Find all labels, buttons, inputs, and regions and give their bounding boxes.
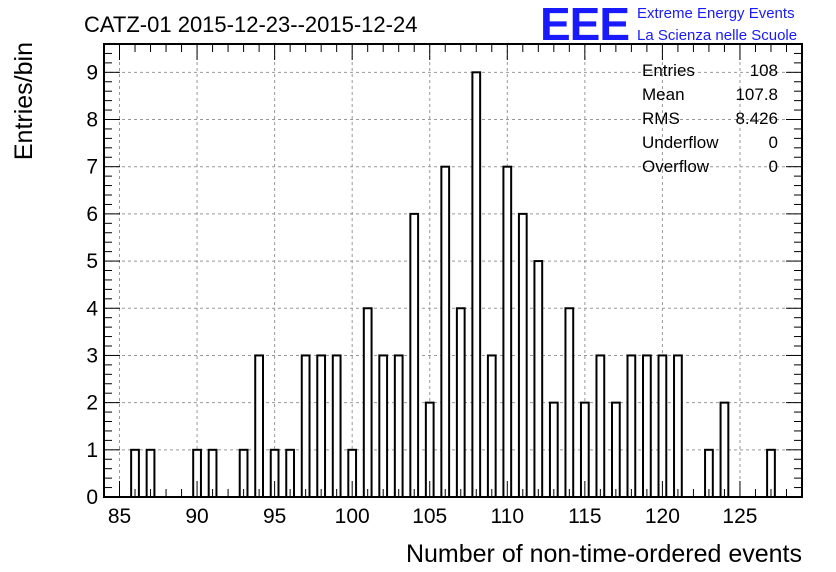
histogram-bar xyxy=(657,354,668,498)
chart-title: CATZ-01 2015-12-23--2015-12-24 xyxy=(84,12,417,37)
stats-value: 0 xyxy=(769,157,778,176)
x-tick-label: 110 xyxy=(491,505,524,528)
stats-label: Entries xyxy=(642,61,695,80)
stats-label: Underflow xyxy=(642,133,719,152)
stats-value: 0 xyxy=(769,133,778,152)
histogram-bar xyxy=(502,165,513,498)
histogram-bar xyxy=(626,354,637,498)
axes: 85 90 95 100 105 110 115 120 125 0 1 2 3 4 5 6 7 8 9 xyxy=(86,43,803,528)
stats-value: 8.426 xyxy=(735,109,778,128)
histogram-bar xyxy=(331,354,342,498)
y-tick-label: 1 xyxy=(86,439,98,462)
x-tick-label: 115 xyxy=(568,505,601,528)
histogram-bar xyxy=(440,165,451,498)
y-tick-label: 9 xyxy=(86,61,98,84)
histogram-bar xyxy=(719,401,730,498)
stats-label: Mean xyxy=(642,85,685,104)
y-tick-label: 6 xyxy=(86,203,98,226)
histogram-bar xyxy=(316,354,327,498)
logo-line-2: La Scienza nelle Scuole xyxy=(637,27,797,44)
y-tick-label: 7 xyxy=(86,156,98,179)
histogram-bar xyxy=(455,307,466,498)
y-tick-label: 4 xyxy=(86,297,98,320)
stats-value: 108 xyxy=(750,61,778,80)
histogram-bar xyxy=(254,354,264,498)
stats-value: 107.8 xyxy=(735,85,778,104)
grid-lines xyxy=(104,44,802,497)
histogram-bar xyxy=(409,212,420,498)
histogram-bar xyxy=(300,354,311,498)
histogram-bar xyxy=(533,260,544,498)
y-tick-label: 5 xyxy=(86,250,98,273)
histogram-bar xyxy=(486,354,497,498)
x-tick-label: 90 xyxy=(185,505,208,528)
y-tick-label: 0 xyxy=(86,486,98,509)
x-tick-label: 120 xyxy=(645,505,680,528)
y-tick-label: 8 xyxy=(86,109,98,132)
x-tick-label: 125 xyxy=(722,505,757,528)
histogram-bar xyxy=(393,354,404,498)
histogram-bar xyxy=(471,71,482,498)
y-axis-title: Entries/bin xyxy=(10,42,38,160)
plot-frame xyxy=(103,43,803,498)
stats-label: Overflow xyxy=(642,157,710,176)
x-tick-label: 105 xyxy=(412,505,447,528)
x-tick-label: 85 xyxy=(108,505,131,528)
stats-box: Entries 108 Mean 107.8 RMS 8.426 Underflow 0 Ove… xyxy=(642,61,778,176)
x-axis-title: Number of non-time-ordered events xyxy=(406,540,802,568)
logo-line-1: Extreme Energy Events xyxy=(637,5,795,22)
histogram-bar xyxy=(642,354,652,498)
logo-letters: EEE xyxy=(540,0,629,50)
histogram-bar xyxy=(610,401,621,498)
histogram-bar xyxy=(673,354,683,498)
y-tick-label: 3 xyxy=(86,344,98,367)
histogram-bar xyxy=(378,354,389,498)
histogram-bar xyxy=(595,354,606,498)
histogram-bar xyxy=(548,401,559,498)
eee-logo: EEE Extreme Energy Events La Scienza nel… xyxy=(540,0,797,50)
y-tick-label: 2 xyxy=(86,392,98,415)
x-tick-label: 95 xyxy=(263,505,286,528)
x-tick-label: 100 xyxy=(335,505,370,528)
stats-label: RMS xyxy=(642,109,680,128)
histogram-bar xyxy=(362,307,373,498)
histogram-bar xyxy=(564,307,575,498)
histogram-bar xyxy=(517,212,528,498)
